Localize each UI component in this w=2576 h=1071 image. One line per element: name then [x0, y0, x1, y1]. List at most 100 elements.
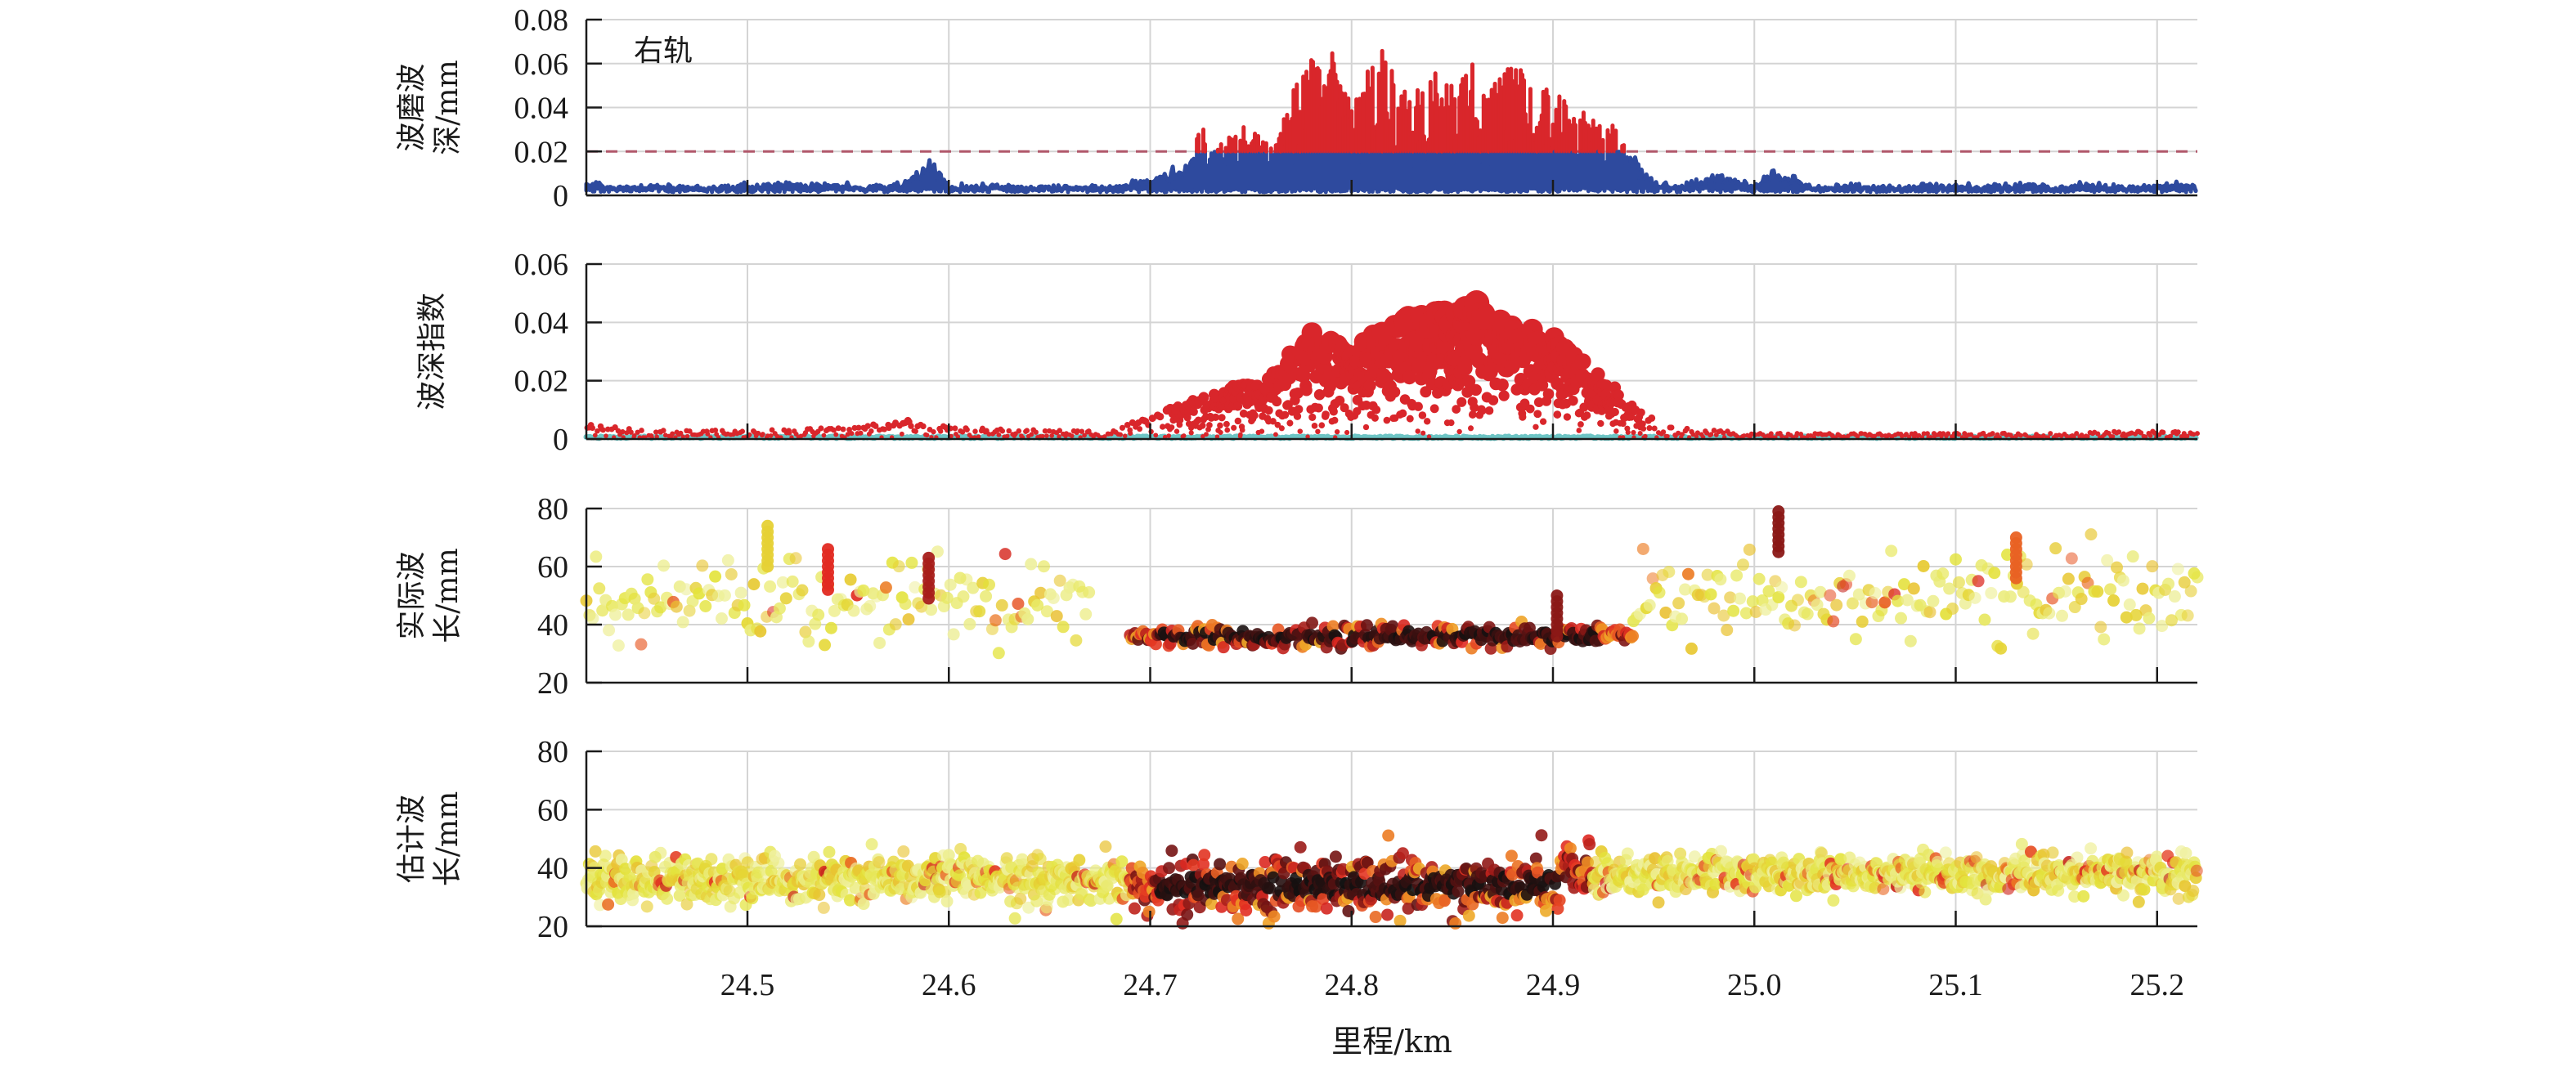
wavelength-point	[1946, 602, 1959, 615]
wavelength-point	[1037, 560, 1050, 573]
wavelength-point	[599, 849, 612, 863]
index-point	[1676, 430, 1681, 436]
index-point	[849, 431, 855, 437]
wavelength-point	[2165, 614, 2178, 627]
depth-line-link	[666, 182, 671, 187]
wavelength-point	[812, 608, 825, 621]
index-point	[2120, 431, 2126, 437]
index-point	[1086, 428, 1092, 434]
wavelength-point	[772, 857, 785, 870]
wavelength-point	[715, 612, 728, 625]
wavelength-point	[817, 901, 830, 914]
index-point	[1200, 433, 1205, 439]
index-point	[908, 423, 914, 429]
index-point	[937, 428, 944, 434]
index-point	[949, 433, 954, 439]
depth-line-link	[779, 182, 785, 188]
wavelength-point	[2120, 611, 2133, 624]
index-point	[1668, 424, 1675, 431]
index-point	[660, 428, 666, 433]
index-point	[1648, 414, 1656, 422]
index-point	[1665, 433, 1670, 439]
wavelength-point	[1923, 606, 1936, 619]
wavelength-point	[1907, 582, 1920, 595]
wavelength-point	[1762, 585, 1775, 598]
depth-line-link	[2077, 181, 2084, 187]
index-point	[1406, 415, 1414, 423]
index-point	[1956, 432, 1962, 437]
wavelength-point	[947, 628, 960, 641]
wavelength-point	[1721, 624, 1734, 637]
wavelength-point	[603, 624, 616, 637]
wavelength-point	[2017, 585, 2030, 598]
depth-line-link	[1806, 183, 1813, 190]
index-point	[600, 427, 606, 433]
wavelength-point	[586, 612, 599, 625]
index-point	[1102, 434, 1107, 439]
wavelength-point	[1988, 567, 2001, 580]
wavelength-point	[2058, 585, 2071, 598]
index-point	[1636, 408, 1645, 417]
depth-line-link	[1020, 185, 1025, 190]
index-point	[1694, 430, 1701, 436]
index-point	[635, 429, 640, 435]
wavelength-point	[909, 580, 922, 594]
depth-line-link	[2120, 185, 2125, 190]
depth-line-link	[845, 181, 851, 187]
index-point	[1519, 413, 1527, 421]
wavelength-point	[1830, 598, 1843, 612]
index-point	[1313, 389, 1326, 401]
index-point	[1768, 431, 1774, 437]
wavelength-point	[1752, 572, 1766, 585]
wavelength-point	[1708, 602, 1721, 615]
wavelength-point	[2146, 560, 2159, 573]
wavelength-point	[1070, 634, 1083, 647]
index-point	[1643, 433, 1648, 439]
wavelength-point	[2001, 549, 2014, 562]
index-point	[1591, 367, 1605, 382]
wavelength-point	[1788, 619, 1801, 632]
index-point	[1189, 407, 1198, 416]
depth-line-link	[2147, 185, 2152, 190]
wavelength-outlier-point	[1551, 630, 1564, 643]
wavelength-point	[902, 613, 915, 626]
index-point	[1462, 374, 1476, 388]
index-point	[1274, 421, 1281, 428]
index-point	[1264, 406, 1273, 415]
wavelength-point	[1878, 596, 1892, 609]
index-point	[1282, 370, 1296, 385]
wavelength-point	[593, 582, 606, 595]
depth-line-link	[766, 182, 772, 187]
wavelength-point	[654, 846, 667, 859]
index-point	[1353, 406, 1362, 416]
wavelength-point	[989, 614, 1002, 627]
wavelength-point	[705, 853, 718, 866]
index-point	[1199, 423, 1206, 429]
index-point	[1456, 397, 1467, 407]
wavelength-point	[796, 584, 809, 597]
index-point	[1174, 428, 1180, 434]
wavelength-outlier-point	[822, 583, 834, 596]
wavelength-point	[931, 545, 944, 558]
wavelength-point	[1904, 634, 1917, 648]
wavelength-point	[1083, 586, 1096, 599]
index-point	[1631, 429, 1636, 436]
wavelength-point	[1734, 592, 1747, 605]
index-point	[1069, 433, 1075, 439]
index-point	[1413, 401, 1423, 411]
wavelength-point	[963, 617, 976, 630]
depth-line-link	[1941, 185, 1946, 190]
index-point	[1297, 428, 1304, 434]
wavelength-point	[1927, 594, 1940, 607]
index-point	[1234, 417, 1242, 425]
index-point	[1708, 432, 1714, 437]
wavelength-point	[1685, 642, 1698, 655]
index-point	[1250, 411, 1259, 419]
depth-line-link	[632, 185, 635, 190]
wavelength-point	[2168, 590, 2181, 603]
index-point	[1456, 428, 1462, 435]
wavelength-outlier-point	[922, 592, 936, 605]
index-point	[1153, 432, 1159, 438]
depth-line-link	[2097, 181, 2103, 189]
depth-line-link	[959, 182, 966, 190]
